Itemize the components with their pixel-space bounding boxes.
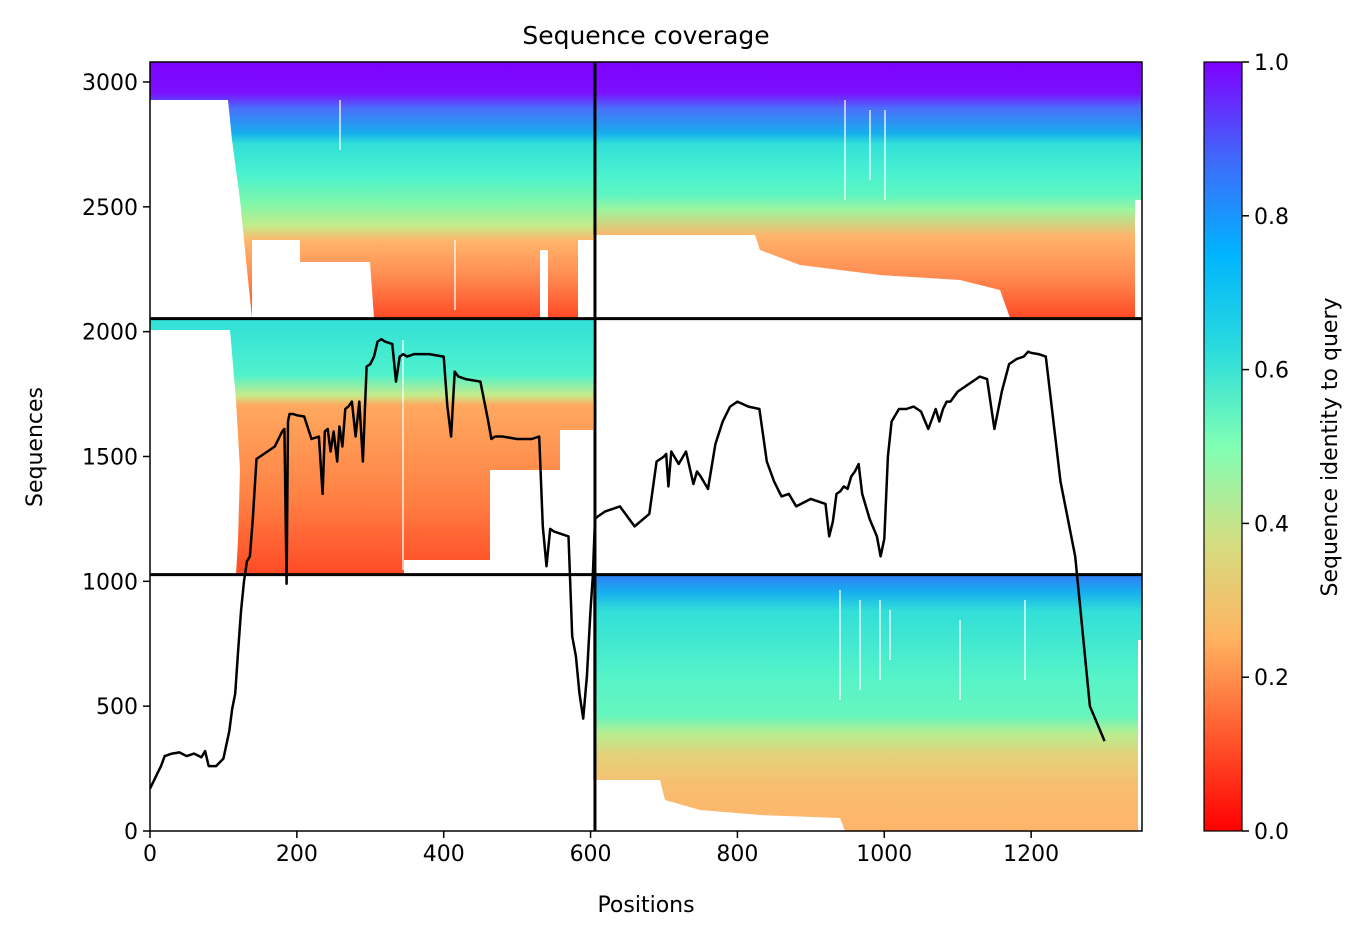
colorbar: [1203, 61, 1243, 832]
gap-mask: [540, 250, 548, 318]
y-tick-label: 2000: [82, 321, 138, 346]
y-axis-ticks: 0 500 1000 1500 2000 2500 3000: [82, 71, 150, 845]
gap-mask: [578, 240, 593, 318]
coverage-line: [150, 337, 1106, 790]
coverage-line-layer: [150, 337, 1106, 790]
gap-mask: [593, 780, 845, 831]
coverage-speckles: [339, 100, 1026, 700]
colorbar-tick-label: 0.8: [1254, 205, 1289, 230]
gap-mask: [252, 262, 374, 318]
block-boundaries: [150, 62, 1142, 831]
x-axis-ticks: 0 200 400 600 800 1000 1200: [143, 831, 1059, 867]
colorbar-tick-label: 0.2: [1254, 666, 1289, 691]
x-tick-label: 200: [276, 842, 318, 867]
x-tick-label: 400: [423, 842, 465, 867]
y-axis-title: Sequences: [23, 387, 48, 507]
x-axis-title: Positions: [597, 893, 694, 918]
chart-title: Sequence coverage: [522, 21, 769, 50]
gap-mask: [150, 100, 252, 318]
gap-mask: [150, 330, 240, 575]
gap-mask: [560, 430, 593, 470]
heatmap-block-chainB-unpaired: [593, 575, 1142, 831]
y-tick-label: 3000: [82, 71, 138, 96]
gap-mask: [1135, 200, 1142, 318]
gap-mask: [1138, 640, 1142, 831]
gap-mask: [593, 235, 1010, 318]
y-tick-label: 1500: [82, 445, 138, 470]
gap-mask: [252, 240, 300, 262]
axes-frame: [149, 61, 1143, 832]
colorbar-label: Sequence identity to query: [1318, 297, 1343, 596]
x-tick-label: 800: [716, 842, 758, 867]
x-tick-label: 600: [570, 842, 612, 867]
y-tick-label: 1000: [82, 570, 138, 595]
y-tick-label: 500: [96, 695, 138, 720]
y-tick-label: 0: [124, 820, 138, 845]
x-tick-label: 0: [143, 842, 157, 867]
x-tick-label: 1000: [856, 842, 912, 867]
y-tick-label: 2500: [82, 196, 138, 221]
x-tick-label: 1200: [1003, 842, 1059, 867]
colorbar-tick-label: 0.4: [1254, 512, 1289, 537]
colorbar-tick-label: 0.0: [1254, 820, 1289, 845]
colorbar-ticks: 0.0 0.2 0.4 0.6 0.8 1.0: [1242, 51, 1289, 845]
colorbar-tick-label: 1.0: [1254, 51, 1289, 76]
colorbar-tick-label: 0.6: [1254, 359, 1289, 384]
